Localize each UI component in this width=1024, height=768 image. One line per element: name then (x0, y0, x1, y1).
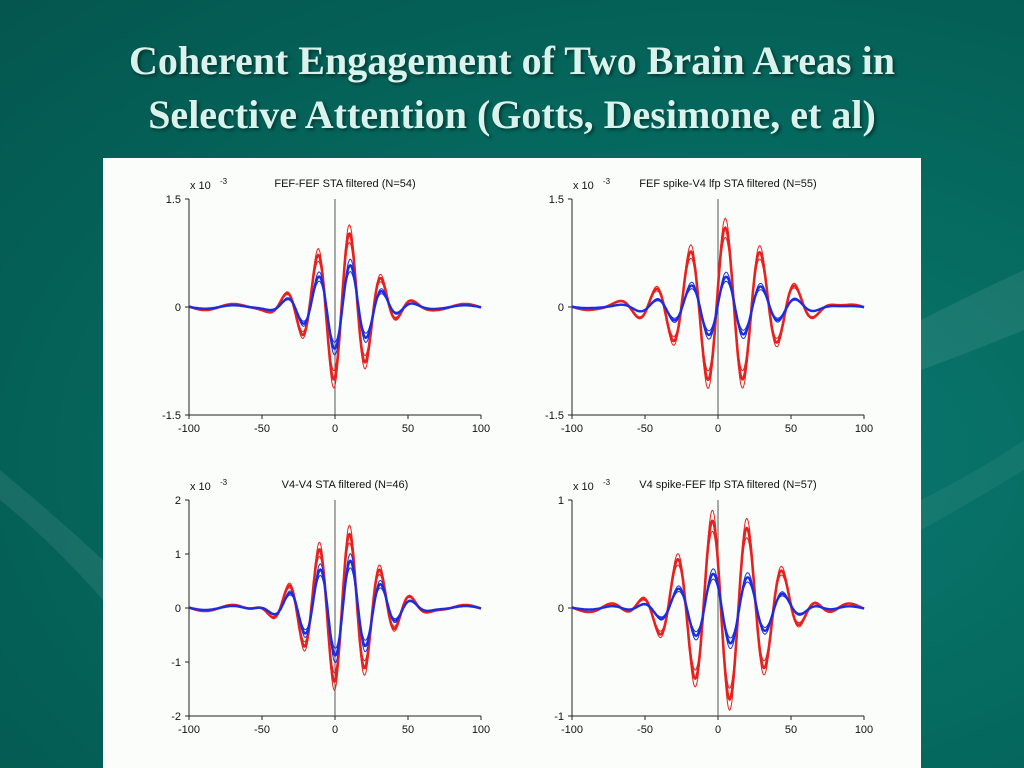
x-tick-label: 50 (402, 423, 414, 435)
y-scale-label: x 10 (190, 481, 211, 493)
y-tick-label: 0 (175, 603, 181, 615)
y-scale-exponent: -3 (603, 177, 611, 186)
x-tick-label: 0 (715, 423, 721, 435)
unattended-trace-mean (188, 559, 482, 657)
y-tick-label: 1 (175, 549, 181, 561)
x-tick-label: -50 (254, 423, 270, 435)
attended-trace-mean (571, 225, 865, 381)
panel-title: V4-V4 STA filtered (N=46) (282, 479, 409, 491)
unattended-trace-mean (571, 275, 865, 337)
sta-figure: -100 -50 0 50 100 1.5 0 -1.5 x 10 -3 FEF-FEF STA f… (103, 158, 921, 768)
unattended-trace-mean (188, 264, 482, 350)
slide-title: Coherent Engagement of Two Brain Areas i… (0, 34, 1024, 142)
x-tick-label: -50 (637, 724, 653, 736)
y-tick-label: 1.5 (166, 194, 181, 206)
panel-title: FEF-FEF STA filtered (N=54) (274, 178, 415, 190)
y-scale-label: x 10 (573, 481, 594, 493)
x-tick-label: 100 (472, 423, 490, 435)
x-tick-label: -50 (637, 423, 653, 435)
panel-title: FEF spike-V4 lfp STA filtered (N=55) (639, 178, 816, 190)
y-tick-label: 0 (558, 302, 564, 314)
sta-panel-1: -100 -50 0 50 100 1.5 0 -1.5 x 10 -3 FEF-FEF STA f… (162, 177, 490, 435)
x-tick-label: 100 (855, 724, 873, 736)
y-tick-label: 0 (175, 302, 181, 314)
x-tick-label: -100 (561, 724, 583, 736)
y-tick-label: -1 (171, 657, 181, 669)
sta-panel-2: -100 -50 0 50 100 1.5 0 -1.5 x 10 -3 FEF spike-V4 … (545, 177, 873, 435)
unattended-trace-mean (571, 572, 865, 645)
y-scale-exponent: -3 (603, 478, 611, 487)
y-tick-label: 1.5 (549, 194, 564, 206)
x-tick-label: -100 (178, 423, 200, 435)
x-tick-label: -100 (561, 423, 583, 435)
x-tick-label: -50 (254, 724, 270, 736)
y-tick-label: -1.5 (162, 410, 181, 422)
x-tick-label: 100 (472, 724, 490, 736)
y-tick-label: 1 (558, 495, 564, 507)
x-tick-label: -100 (178, 724, 200, 736)
x-tick-label: 50 (785, 724, 797, 736)
y-tick-label: -1 (554, 711, 564, 723)
y-scale-exponent: -3 (220, 478, 228, 487)
x-tick-label: 50 (785, 423, 797, 435)
y-tick-label: 2 (175, 495, 181, 507)
y-scale-exponent: -3 (220, 177, 228, 186)
sta-panel-4: -100 -50 0 50 100 1 0 -1 x 10 -3 V4 spike-FEF lfp … (554, 478, 873, 736)
y-scale-label: x 10 (573, 180, 594, 192)
x-tick-label: 0 (332, 423, 338, 435)
slide-title-line-1: Coherent Engagement of Two Brain Areas i… (129, 38, 895, 83)
y-scale-label: x 10 (190, 180, 211, 192)
y-tick-label: 0 (558, 603, 564, 615)
y-tick-label: -2 (171, 711, 181, 723)
y-tick-label: -1.5 (545, 410, 564, 422)
panel-title: V4 spike-FEF lfp STA filtered (N=57) (639, 479, 816, 491)
x-tick-label: 50 (402, 724, 414, 736)
x-tick-label: 100 (855, 423, 873, 435)
x-tick-label: 0 (332, 724, 338, 736)
x-tick-label: 0 (715, 724, 721, 736)
sta-panel-3: -100 -50 0 50 100 2 1 0 -1 -2 x 10 -3 V4-V4 STA filt… (171, 478, 490, 736)
slide-title-line-2: Selective Attention (Gotts, Desimone, et… (148, 92, 876, 137)
